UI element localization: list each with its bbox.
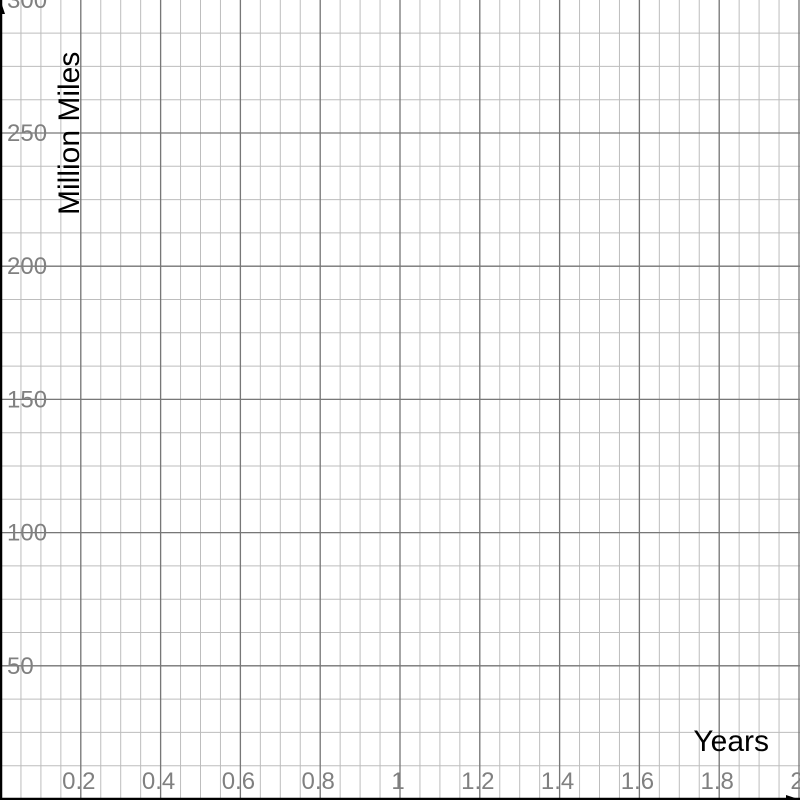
x-tick-label: 1 <box>391 768 404 795</box>
y-tick-label: 200 <box>7 253 47 280</box>
x-tick-label: 0.2 <box>62 768 95 795</box>
x-tick-label: 1.8 <box>701 768 734 795</box>
x-tick-label: 0.8 <box>302 768 335 795</box>
y-tick-label: 300 <box>7 0 47 14</box>
x-axis-title: Years <box>693 725 769 758</box>
y-tick-label: 250 <box>7 120 47 147</box>
x-tick-label: 0.6 <box>222 768 255 795</box>
x-tick-label: 1.6 <box>621 768 654 795</box>
y-tick-label: 100 <box>7 520 47 547</box>
x-axis-arrow-icon <box>786 795 798 800</box>
x-tick-label: 0.4 <box>142 768 175 795</box>
x-tick-label: 1.4 <box>541 768 574 795</box>
tick-labels: 0.2 0.4 0.6 0.8 1 1.2 1.4 1.6 1.8 250100150200250… <box>7 0 800 795</box>
y-tick-label: 150 <box>7 386 47 413</box>
x-tick-label: 2 <box>790 768 800 795</box>
y-tick-label: 50 <box>7 653 34 680</box>
x-tick-label: 1.2 <box>461 768 494 795</box>
y-axis-title: Million Miles <box>53 52 86 215</box>
y-axis-arrow-icon <box>0 2 5 14</box>
